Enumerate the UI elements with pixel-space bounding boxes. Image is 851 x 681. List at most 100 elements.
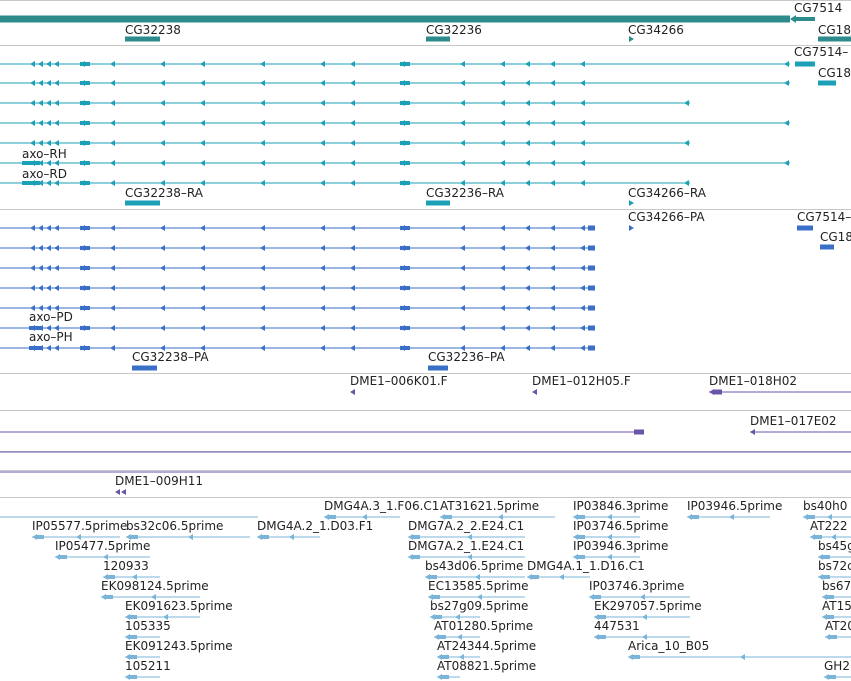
feature-label[interactable]: axo–RH — [22, 147, 67, 161]
est-exon — [434, 615, 442, 619]
feature-label[interactable]: axo–PH — [29, 330, 73, 344]
transcript-exon — [460, 180, 465, 186]
transcript-exon — [350, 140, 355, 146]
feature-label[interactable]: DMG7A.2_1.E24.C1 — [408, 539, 524, 553]
protein-exon — [550, 285, 555, 291]
feature-label[interactable]: CG32238 — [125, 23, 181, 37]
est-arrow — [594, 634, 599, 640]
transcript-exon — [525, 120, 530, 126]
est-arrow — [125, 634, 130, 640]
transcript-exon — [110, 100, 115, 106]
est-exon — [107, 575, 115, 579]
transcript-exon — [30, 100, 35, 106]
est-arrow — [573, 514, 578, 520]
transcript-exon — [110, 120, 115, 126]
feature-label[interactable]: DMG4A.1_1.D16.C1 — [527, 559, 645, 573]
feature-label[interactable]: EK091623.5prime — [125, 599, 233, 613]
est-exon — [438, 635, 446, 639]
protein-exon — [30, 285, 35, 291]
protein-exon — [350, 305, 355, 311]
feature-label[interactable]: bs72c — [818, 559, 851, 573]
feature-label[interactable]: CG34266 — [628, 23, 684, 37]
transcript-exon — [500, 160, 505, 166]
feature-label[interactable]: IP03846.3prime — [573, 499, 668, 513]
est-arrow — [467, 534, 472, 540]
feature-label[interactable]: AT08821.5prime — [437, 659, 536, 673]
protein-exon — [525, 225, 530, 231]
feature-label[interactable]: DME1–006K01.F — [350, 374, 448, 388]
protein-exon — [46, 225, 51, 231]
feature-label[interactable]: DME1–018H02 — [709, 374, 797, 388]
feature-label[interactable]: EK098124.5prime — [101, 579, 209, 593]
transcript-exon — [260, 140, 265, 146]
feature-label[interactable]: IP03946.5prime — [687, 499, 782, 513]
feature-label[interactable]: bs43d06.5prime — [425, 559, 523, 573]
transcript-exon — [260, 120, 265, 126]
feature-label[interactable]: CG32236–PA — [428, 350, 505, 364]
feature-label[interactable]: 105211 — [125, 659, 171, 673]
feature-label[interactable]: AT31621.5prime — [440, 499, 539, 513]
feature-label[interactable]: DMG4A.2_1.D03.F1 — [257, 519, 373, 533]
feature-label[interactable]: bs27g09.5prime — [430, 599, 528, 613]
feature-label[interactable]: CG18 — [818, 23, 851, 37]
feature-label[interactable]: AT222 — [810, 519, 848, 533]
feature-label[interactable]: DMG7A.2_2.E24.C1 — [408, 519, 524, 533]
protein-exon — [400, 246, 410, 250]
feature-label[interactable]: bs45g — [818, 539, 851, 553]
feature-label[interactable]: IP03746.3prime — [589, 579, 684, 593]
feature-label[interactable]: CG32236–RA — [426, 186, 505, 200]
feature-label[interactable]: IP03746.5prime — [573, 519, 668, 533]
est-arrow — [437, 674, 442, 680]
feature-label[interactable]: CG32238–RA — [125, 186, 204, 200]
feature-label[interactable]: CG34266–PA — [628, 210, 705, 224]
protein-exon — [30, 265, 35, 271]
feature-label[interactable]: EK091243.5prime — [125, 639, 233, 653]
feature-label[interactable]: AT01280.5prime — [434, 619, 533, 633]
feature-label[interactable]: DME1–017E02 — [750, 414, 837, 428]
feature-label[interactable]: IP05477.5prime — [55, 539, 150, 553]
protein-exon — [54, 245, 59, 251]
transcript-exon — [400, 181, 410, 185]
protein-exon — [46, 325, 51, 331]
feature-label[interactable]: bs40h0 — [803, 499, 847, 513]
feature-label[interactable]: CG18 — [820, 230, 851, 244]
feature-label[interactable]: CG7514– — [797, 210, 851, 224]
est-arrow — [76, 534, 81, 540]
feature-label[interactable]: DMG4A.3_1.F06.C1 — [324, 499, 439, 513]
feature-label[interactable]: CG7514 — [794, 1, 842, 15]
feature-label[interactable]: DME1–009H11 — [115, 474, 203, 488]
transcript-exon — [46, 80, 51, 86]
transcript-exon — [500, 61, 505, 67]
feature-label[interactable]: CG34266–RA — [628, 186, 707, 200]
est-arrow — [125, 674, 130, 680]
feature-label[interactable]: AT24344.5prime — [437, 639, 536, 653]
feature-label[interactable]: CG32238–PA — [132, 350, 209, 364]
est-exon — [822, 555, 830, 559]
feature-label[interactable]: EC13585.5prime — [428, 579, 529, 593]
transcript-exon — [525, 80, 530, 86]
feature-label[interactable]: axo–RD — [22, 167, 67, 181]
protein-exon — [580, 265, 585, 271]
feature-label[interactable]: CG7514– — [794, 45, 848, 59]
feature-label[interactable]: IP03946.3prime — [573, 539, 668, 553]
feature-label[interactable]: EK297057.5prime — [594, 599, 702, 613]
feature-label[interactable]: 105335 — [125, 619, 171, 633]
protein-exon — [500, 285, 505, 291]
feature-label[interactable]: DME1–012H05.F — [532, 374, 631, 388]
transcript-exon — [320, 61, 325, 67]
feature-label[interactable]: Arica_10_B05 — [628, 639, 709, 653]
est-exon — [828, 675, 836, 679]
est-arrow — [740, 654, 745, 660]
feature-label[interactable]: CG18 — [818, 66, 851, 80]
feature-label[interactable]: IP05577.5prime — [32, 519, 127, 533]
feature-label[interactable]: CG32236 — [426, 23, 482, 37]
feature-label[interactable]: 120933 — [103, 559, 149, 573]
feature-label[interactable]: AT15 — [822, 599, 851, 613]
feature-label[interactable]: GH2 — [824, 659, 850, 673]
feature-label[interactable]: axo–PD — [29, 310, 73, 324]
feature-label[interactable]: bs32c06.5prime — [126, 519, 223, 533]
feature-label[interactable]: 447531 — [594, 619, 640, 633]
feature-label[interactable]: bs67 — [822, 579, 851, 593]
feature-label[interactable]: AT20 — [825, 619, 851, 633]
